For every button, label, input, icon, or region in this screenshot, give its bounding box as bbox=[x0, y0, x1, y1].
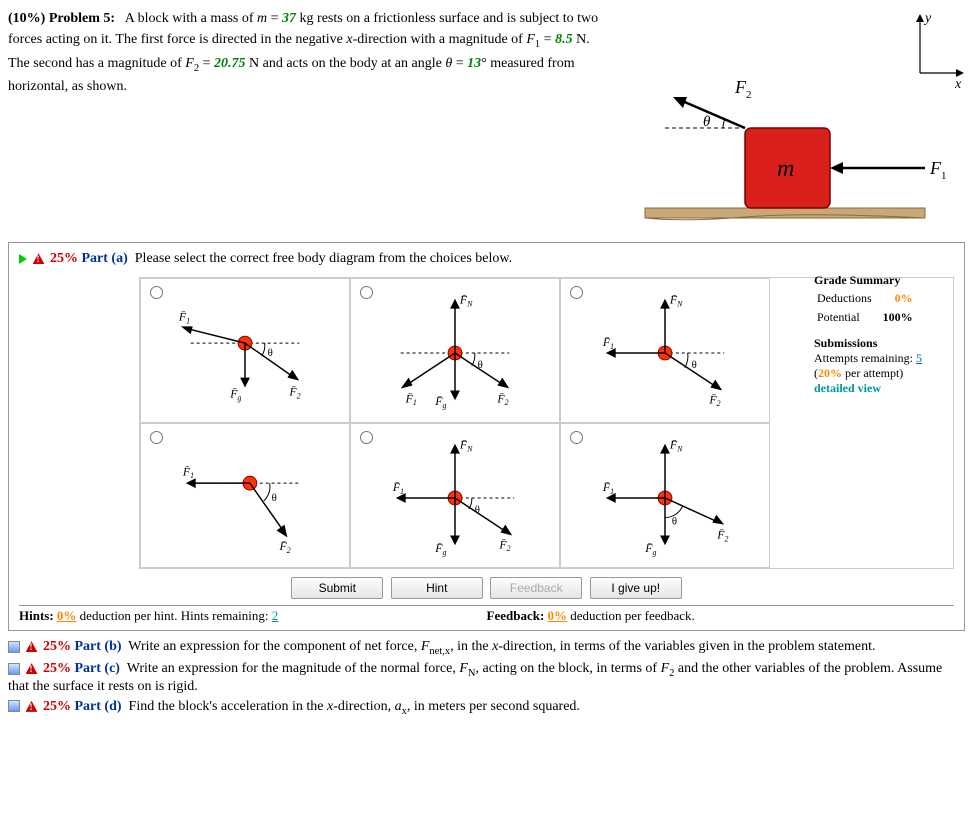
collapse-icon[interactable] bbox=[8, 641, 20, 653]
part-b-pct: 25% bbox=[43, 639, 71, 654]
svg-text:F̄1: F̄1 bbox=[602, 480, 614, 496]
ded-val: 0% bbox=[895, 291, 913, 305]
svg-text:F̄2: F̄2 bbox=[716, 527, 728, 543]
grade-hdr: Grade Summary bbox=[814, 273, 954, 288]
choice-3-radio[interactable] bbox=[570, 286, 583, 299]
hint-button[interactable]: Hint bbox=[391, 577, 483, 599]
att-lbl: Attempts remaining: bbox=[814, 351, 916, 365]
svg-text:F̄g: F̄g bbox=[434, 394, 446, 410]
grade-summary: Grade Summary Deductions 0% Potential 100%… bbox=[814, 273, 954, 396]
svg-text:F̄N: F̄N bbox=[669, 438, 683, 454]
part-a-label: Part (a) bbox=[82, 251, 128, 266]
choice-2-radio[interactable] bbox=[360, 286, 373, 299]
svg-text:F̄1: F̄1 bbox=[405, 391, 417, 407]
submit-button[interactable]: Submit bbox=[291, 577, 383, 599]
f2-val: 20.75 bbox=[214, 56, 246, 71]
alert-icon bbox=[26, 641, 38, 652]
svg-text:F̄2: F̄2 bbox=[708, 392, 720, 408]
text: N and acts on the body at an angle bbox=[246, 56, 446, 71]
choice-4[interactable]: F̄1 F̄2 θ bbox=[140, 423, 350, 568]
detailed-view-link[interactable]: detailed view bbox=[814, 381, 881, 395]
per-sfx: per attempt) bbox=[842, 366, 903, 380]
svg-text:F̄g: F̄g bbox=[644, 541, 656, 557]
choice-5[interactable]: F̄N F̄g F̄1 F̄2 θ bbox=[350, 423, 560, 568]
svg-text:F̄N: F̄N bbox=[459, 293, 473, 309]
f2-sym: F bbox=[185, 56, 194, 71]
pot-val: 100% bbox=[883, 310, 913, 324]
choice-6[interactable]: F̄N F̄g F̄1 F̄2 θ bbox=[560, 423, 770, 568]
svg-text:F̄1: F̄1 bbox=[602, 335, 614, 351]
collapse-icon[interactable] bbox=[8, 663, 20, 675]
svg-text:θ: θ bbox=[268, 347, 273, 359]
choice-5-radio[interactable] bbox=[360, 431, 373, 444]
svg-text:F̄2: F̄2 bbox=[279, 539, 291, 555]
part-b-label: Part (b) bbox=[75, 639, 122, 654]
problem-diagram: y x m F 1 F 2 θ bbox=[625, 8, 965, 238]
svg-text:F̄2: F̄2 bbox=[498, 537, 510, 553]
svg-text:F̄1: F̄1 bbox=[182, 464, 194, 480]
hints-remaining[interactable]: 2 bbox=[272, 608, 279, 623]
svg-text:F̄g: F̄g bbox=[229, 386, 241, 402]
svg-text:θ: θ bbox=[672, 516, 677, 528]
text: -direction with a magnitude of bbox=[353, 32, 527, 47]
pot-lbl: Potential bbox=[816, 309, 873, 326]
svg-text:x: x bbox=[954, 77, 962, 92]
f1-val: 8.5 bbox=[555, 32, 573, 47]
hints-info: Hints: 0% deduction per hint. Hints rema… bbox=[19, 608, 487, 624]
svg-text:θ: θ bbox=[703, 114, 711, 130]
choice-1[interactable]: F̄1 F̄g F̄2 θ bbox=[140, 278, 350, 423]
alert-icon bbox=[33, 253, 45, 264]
per-val: 20% bbox=[818, 366, 842, 380]
text: A block with a mass of bbox=[125, 11, 257, 26]
svg-text:θ: θ bbox=[475, 504, 480, 516]
svg-text:F̄1: F̄1 bbox=[178, 309, 190, 325]
problem-title: Problem 5: bbox=[49, 11, 115, 26]
svg-text:2: 2 bbox=[746, 89, 752, 101]
choice-1-radio[interactable] bbox=[150, 286, 163, 299]
theta-val: 13 bbox=[467, 56, 481, 71]
svg-text:F̄1: F̄1 bbox=[392, 480, 404, 496]
f1-sym: F bbox=[526, 32, 535, 47]
choice-6-radio[interactable] bbox=[570, 431, 583, 444]
svg-text:F̄N: F̄N bbox=[669, 293, 683, 309]
feedback-button: Feedback bbox=[490, 577, 582, 599]
svg-text:1: 1 bbox=[941, 170, 947, 182]
alert-icon bbox=[26, 701, 38, 712]
m-sym: m bbox=[257, 11, 267, 26]
giveup-button[interactable]: I give up! bbox=[590, 577, 682, 599]
svg-text:F̄2: F̄2 bbox=[288, 384, 300, 400]
part-c-pct: 25% bbox=[43, 661, 71, 676]
part-d: 25% Part (d) Find the block's accelerati… bbox=[8, 697, 965, 719]
svg-text:y: y bbox=[923, 11, 932, 26]
svg-text:m: m bbox=[777, 156, 794, 182]
part-a-panel: 25% Part (a) Please select the correct f… bbox=[8, 242, 965, 631]
alert-icon bbox=[26, 663, 38, 674]
theta-sym: θ bbox=[445, 56, 452, 71]
ded-lbl: Deductions bbox=[816, 290, 873, 307]
part-a-pct: 25% bbox=[50, 251, 78, 266]
expand-icon[interactable] bbox=[19, 254, 27, 264]
svg-text:θ: θ bbox=[692, 359, 697, 371]
part-b: 25% Part (b) Write an expression for the… bbox=[8, 637, 965, 659]
svg-text:F̄g: F̄g bbox=[434, 541, 446, 557]
problem-weight: (10%) bbox=[8, 11, 45, 26]
part-d-pct: 25% bbox=[43, 699, 71, 714]
svg-text:θ: θ bbox=[272, 492, 277, 504]
part-c: 25% Part (c) Write an expression for the… bbox=[8, 659, 965, 697]
choice-4-radio[interactable] bbox=[150, 431, 163, 444]
svg-text:F̄N: F̄N bbox=[459, 438, 473, 454]
choice-2[interactable]: F̄N F̄g F̄1 F̄2 θ bbox=[350, 278, 560, 423]
svg-text:F̄2: F̄2 bbox=[496, 391, 508, 407]
part-a-text: Please select the correct free body diag… bbox=[135, 251, 512, 266]
svg-text:θ: θ bbox=[478, 359, 483, 371]
choice-3[interactable]: F̄N F̄1 F̄2 θ bbox=[560, 278, 770, 423]
part-c-label: Part (c) bbox=[75, 661, 120, 676]
collapse-icon[interactable] bbox=[8, 700, 20, 712]
part-d-label: Part (d) bbox=[75, 699, 122, 714]
m-val: 37 bbox=[282, 11, 296, 26]
feedback-info: Feedback: 0% deduction per feedback. bbox=[487, 608, 955, 624]
sub-hdr: Submissions bbox=[814, 336, 954, 351]
att-val[interactable]: 5 bbox=[916, 351, 922, 365]
